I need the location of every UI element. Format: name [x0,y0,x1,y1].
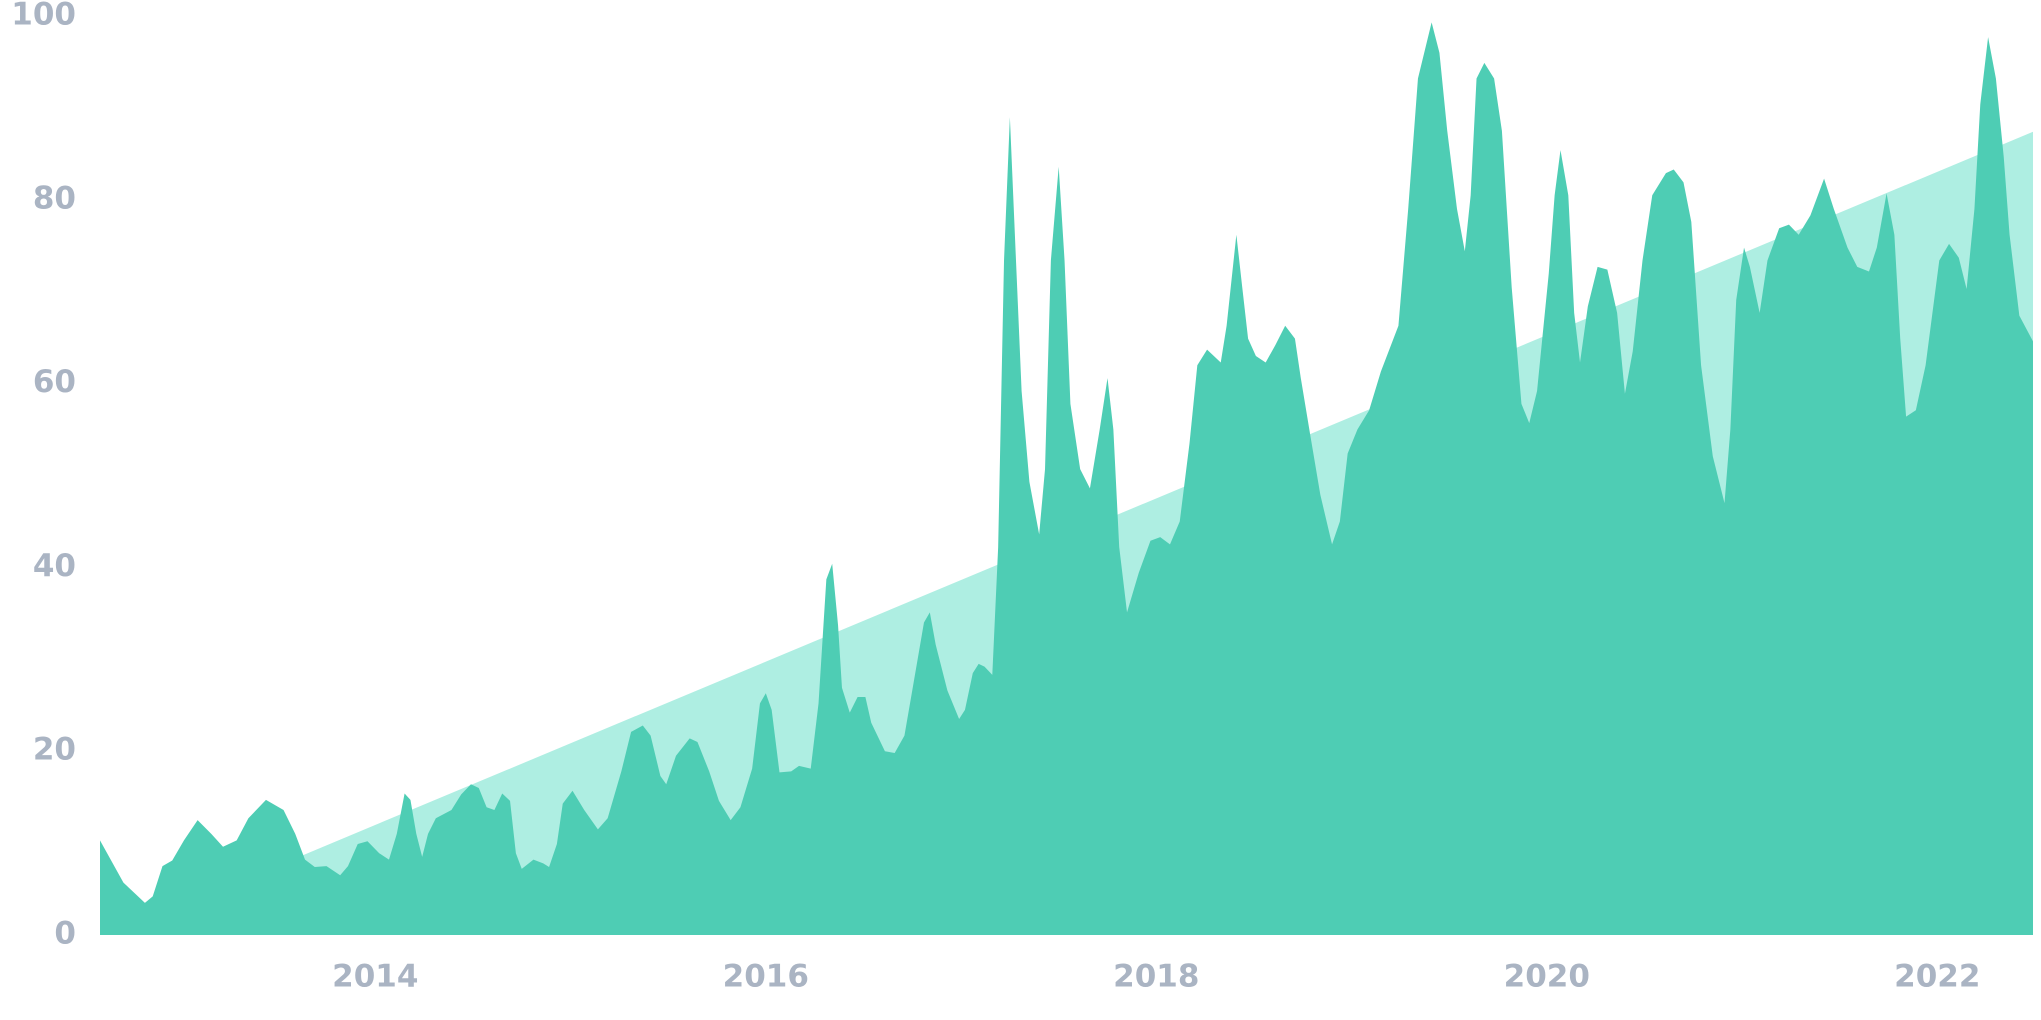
x-tick-label: 2018 [1113,959,1199,995]
x-tick-label: 2022 [1894,959,1980,995]
y-tick-label: 60 [33,364,76,400]
x-tick-label: 2016 [723,959,809,995]
y-tick-label: 0 [54,916,76,952]
x-tick-label: 2020 [1504,959,1590,995]
x-tick-label: 2014 [332,959,418,995]
y-tick-label: 80 [33,180,76,216]
y-tick-label: 40 [33,548,76,584]
y-tick-label: 20 [33,732,76,768]
y-tick-label: 100 [11,0,76,33]
area [100,22,2033,936]
